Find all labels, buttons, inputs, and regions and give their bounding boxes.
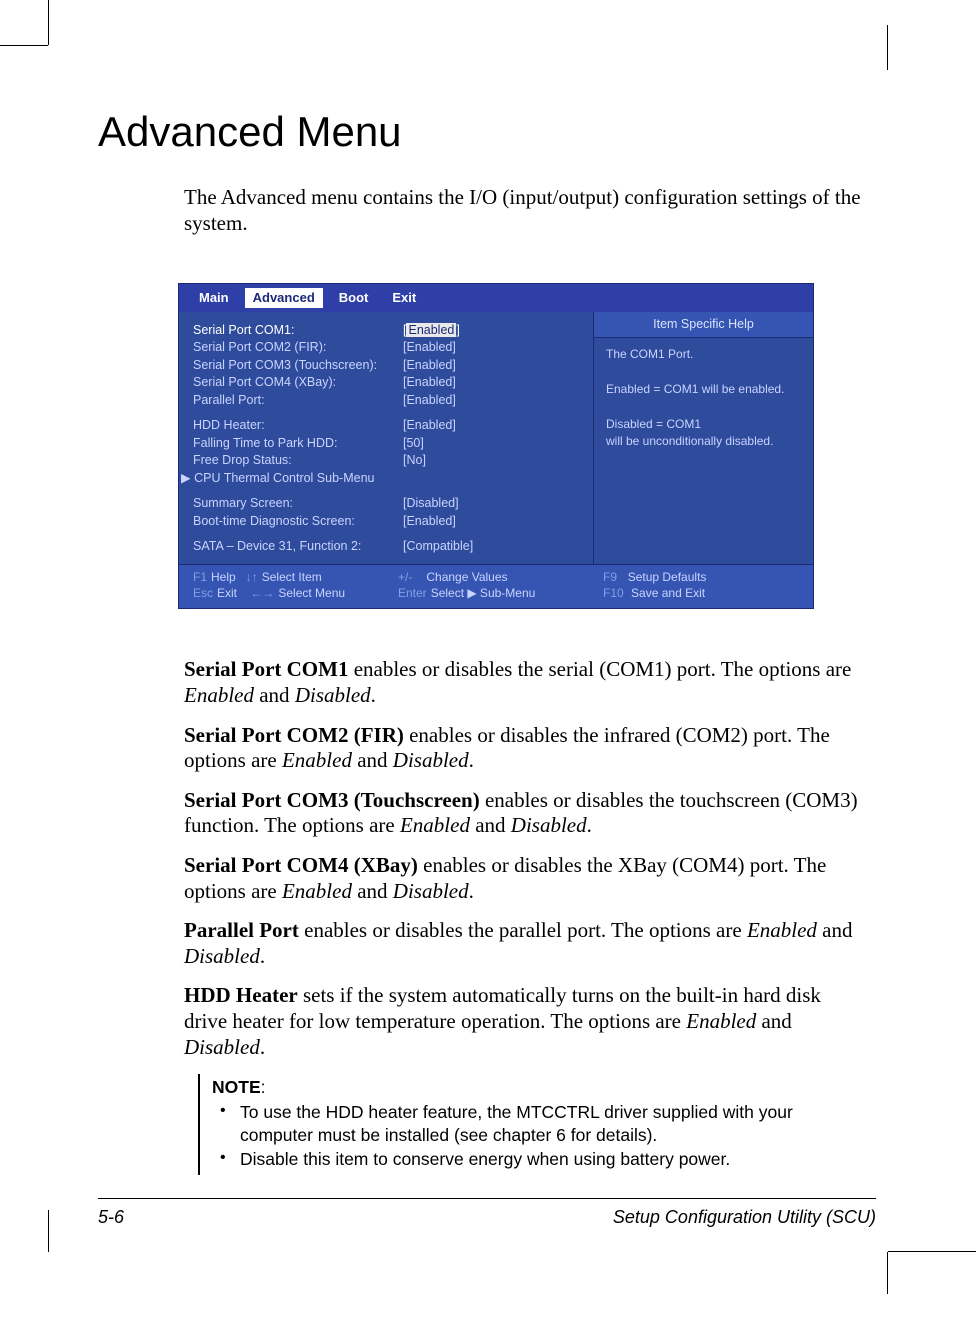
note-box: NOTE: To use the HDD heater feature, the… [198,1074,864,1175]
bios-setting-value: [Compatible] [403,538,473,556]
bios-setting-value: [Enabled] [403,322,460,340]
bios-setting-row[interactable]: ▶ CPU Thermal Control Sub-Menu [193,470,585,488]
note-head: NOTE [212,1077,261,1097]
bios-setting-value: [Disabled] [403,495,459,513]
crop-mark [887,1252,888,1294]
bios-setting-row[interactable]: Serial Port COM1:[Enabled] [193,322,585,340]
crop-mark [888,1251,976,1252]
crop-mark [48,1210,49,1252]
page-title: Advanced Menu [98,108,876,156]
bios-key-help: Help [211,570,236,584]
bios-setting-label: Serial Port COM4 (XBay): [193,374,403,392]
note-item: Disable this item to conserve energy whe… [234,1148,864,1171]
bios-key-select-menu: Select Menu [278,586,345,600]
bios-key-submenu: Select ▶ Sub-Menu [431,586,536,600]
bios-setting-value: [Enabled] [403,357,456,375]
bios-setting-row[interactable]: Serial Port COM3 (Touchscreen):[Enabled] [193,357,585,375]
bios-tab-bar: Main Advanced Boot Exit [179,284,813,312]
bios-help-line: Enabled = COM1 will be enabled. [606,381,801,398]
bios-key-save-exit: Save and Exit [631,586,705,600]
desc-com1: Serial Port COM1 enables or disables the… [184,657,864,708]
crop-mark [887,25,888,70]
bios-setting-label: HDD Heater: [193,417,403,435]
desc-com3: Serial Port COM3 (Touchscreen) enables o… [184,788,864,839]
bios-tab-advanced[interactable]: Advanced [245,288,323,308]
bios-setting-label: ▶ CPU Thermal Control Sub-Menu [181,470,391,488]
bios-setting-row[interactable]: HDD Heater:[Enabled] [193,417,585,435]
bios-setting-row[interactable]: Free Drop Status:[No] [193,452,585,470]
bios-setting-label: Falling Time to Park HDD: [193,435,403,453]
bios-tab-exit[interactable]: Exit [384,288,424,308]
bios-setting-label: SATA – Device 31, Function 2: [193,538,403,556]
page-number: 5-6 [98,1207,124,1228]
bios-setting-label: Boot-time Diagnostic Screen: [193,513,403,531]
bios-setting-row[interactable]: SATA – Device 31, Function 2:[Compatible… [193,538,585,556]
bios-setting-row[interactable]: Summary Screen:[Disabled] [193,495,585,513]
bios-tab-boot[interactable]: Boot [331,288,377,308]
intro-paragraph: The Advanced menu contains the I/O (inpu… [184,184,864,237]
desc-hdd-heater: HDD Heater sets if the system automatica… [184,983,864,1060]
bios-key-defaults: Setup Defaults [628,570,707,584]
bios-setting-row[interactable]: Parallel Port:[Enabled] [193,392,585,410]
bios-footer: F1Help ↓↑Select Item EscExit ←→Select Me… [179,564,813,609]
crop-mark [48,0,49,45]
manual-page: Advanced Menu The Advanced menu contains… [0,0,976,1337]
bios-setting-value: [Enabled] [403,513,456,531]
bios-setting-row[interactable]: Falling Time to Park HDD:[50] [193,435,585,453]
bios-settings-list: Serial Port COM1:[Enabled]Serial Port CO… [179,312,593,564]
bios-setting-value: [Enabled] [403,392,456,410]
bios-tab-main[interactable]: Main [191,288,237,308]
bios-setting-label: Serial Port COM1: [193,322,403,340]
bios-help-body: The COM1 Port. Enabled = COM1 will be en… [594,338,813,470]
bios-setting-label: Parallel Port: [193,392,403,410]
footer-title: Setup Configuration Utility (SCU) [613,1207,876,1228]
bios-setting-value: [50] [403,435,424,453]
bios-setting-label: Free Drop Status: [193,452,403,470]
bios-setting-value: [No] [403,452,426,470]
bios-key-exit: Exit [217,586,237,600]
bios-setting-row[interactable]: Serial Port COM4 (XBay):[Enabled] [193,374,585,392]
desc-com4: Serial Port COM4 (XBay) enables or disab… [184,853,864,904]
page-footer: 5-6 Setup Configuration Utility (SCU) [98,1198,876,1228]
bios-help-line: Disabled = COM1 [606,416,801,433]
bios-setting-row[interactable]: Serial Port COM2 (FIR):[Enabled] [193,339,585,357]
bios-setting-label: Serial Port COM3 (Touchscreen): [193,357,403,375]
bios-help-line [606,398,801,415]
bios-setting-value: [Enabled] [403,417,456,435]
note-item: To use the HDD heater feature, the MTCCT… [234,1101,864,1147]
bios-help-line: will be unconditionally disabled. [606,433,801,450]
descriptions: Serial Port COM1 enables or disables the… [184,657,864,1060]
bios-key-change-values: Change Values [426,570,507,584]
crop-mark [0,45,48,46]
bios-setting-row[interactable]: Boot-time Diagnostic Screen:[Enabled] [193,513,585,531]
bios-setting-label: Summary Screen: [193,495,403,513]
desc-com2: Serial Port COM2 (FIR) enables or disabl… [184,723,864,774]
bios-key-select-item: Select Item [262,570,322,584]
bios-setting-value: [Enabled] [403,339,456,357]
bios-screenshot: Main Advanced Boot Exit Serial Port COM1… [178,283,814,610]
bios-setting-value: [Enabled] [403,374,456,392]
bios-setting-label: Serial Port COM2 (FIR): [193,339,403,357]
bios-help-title: Item Specific Help [594,312,813,339]
desc-parallel: Parallel Port enables or disables the pa… [184,918,864,969]
bios-help-line: The COM1 Port. [606,346,801,363]
bios-help-line [606,364,801,381]
